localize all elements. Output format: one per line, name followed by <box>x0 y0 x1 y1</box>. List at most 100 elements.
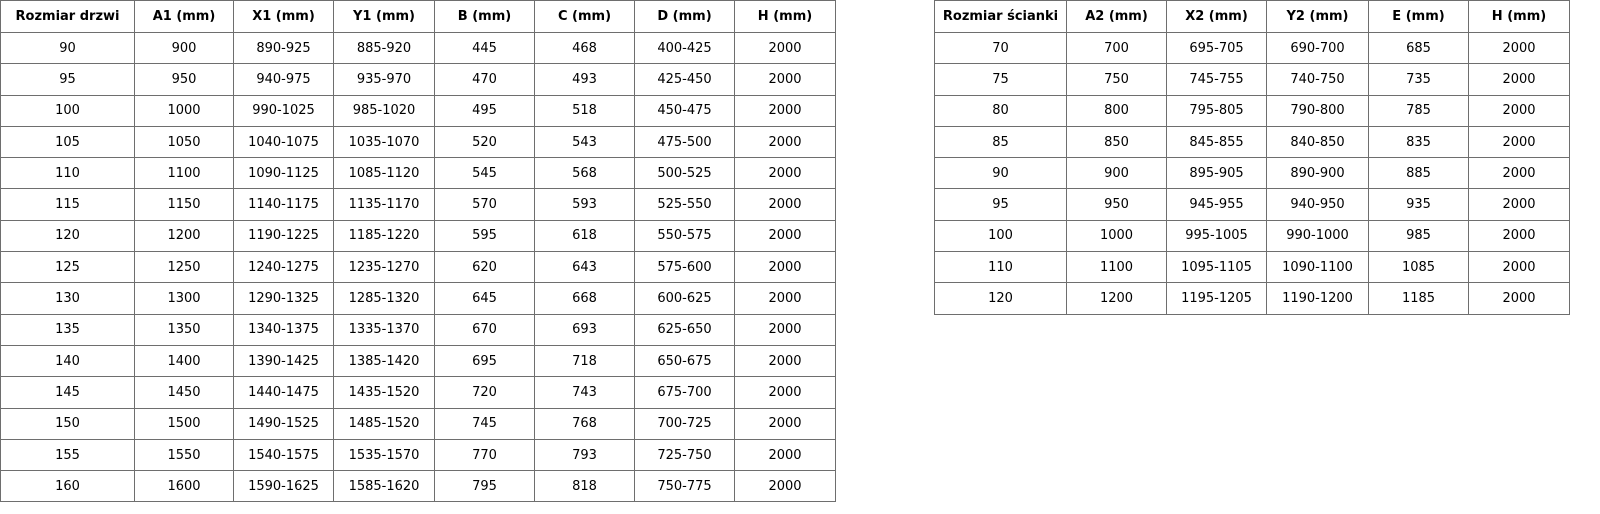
table-cell: 718 <box>534 344 635 378</box>
table-cell: 2000 <box>734 31 836 65</box>
table-cell: 90 <box>0 31 135 65</box>
table-cell: 75 <box>934 63 1067 96</box>
table-cell: 1095-1105 <box>1166 251 1267 284</box>
table-cell: 1200 <box>134 219 234 253</box>
table-cell: 1540-1575 <box>233 438 334 472</box>
table-cell: 500-525 <box>634 157 735 190</box>
table-cell: 693 <box>534 313 635 346</box>
table-cell: 2000 <box>734 63 836 96</box>
table-cell: 1335-1370 <box>333 313 435 346</box>
table-cell: 1100 <box>1066 251 1167 284</box>
table-cell: 425-450 <box>634 63 735 96</box>
table-cell: 1085 <box>1368 251 1469 284</box>
column-header: Y2 (mm) <box>1266 0 1369 33</box>
table-cell: 495 <box>434 94 535 127</box>
table-cell: 2000 <box>734 438 836 472</box>
table-cell: 895-905 <box>1166 157 1267 190</box>
table-cell: 105 <box>0 125 135 159</box>
table-cell: 2000 <box>734 313 836 346</box>
table-cell: 990-1025 <box>233 94 334 127</box>
table-cell: 1485-1520 <box>333 407 435 440</box>
table-cell: 1240-1275 <box>233 251 334 284</box>
table-cell: 2000 <box>734 376 836 409</box>
table-cell: 595 <box>434 219 535 253</box>
table-cell: 785 <box>1368 94 1469 127</box>
table-cell: 645 <box>434 282 535 315</box>
table-cell: 85 <box>934 125 1067 159</box>
table-cell: 2000 <box>1468 31 1570 65</box>
table-cell: 1300 <box>134 282 234 315</box>
table-cell: 745-755 <box>1166 63 1267 96</box>
table-cell: 840-850 <box>1266 125 1369 159</box>
table-cell: 818 <box>534 470 635 503</box>
table-cell: 695 <box>434 344 535 378</box>
table-cell: 1000 <box>1066 219 1167 253</box>
table-cell: 800 <box>1066 94 1167 127</box>
table-cell: 1100 <box>134 157 234 190</box>
table-cell: 543 <box>534 125 635 159</box>
table-cell: 685 <box>1368 31 1469 65</box>
table-cell: 1085-1120 <box>333 157 435 190</box>
table-cell: 1090-1100 <box>1266 251 1369 284</box>
table-cell: 700-725 <box>634 407 735 440</box>
table-row: 100 1000 990-1025 985-1020 495 518 450-475 2000 <box>0 94 836 127</box>
table-cell: 1000 <box>134 94 234 127</box>
table-row: 115 1150 1140-1175 1135-1170 570 593 525-550 20… <box>0 188 836 221</box>
table-cell: 120 <box>0 219 135 253</box>
table-row: 155 1550 1540-1575 1535-1570 770 793 725-750 20… <box>0 438 836 472</box>
table-cell: 120 <box>934 282 1067 315</box>
table-cell: 618 <box>534 219 635 253</box>
table-cell: 995-1005 <box>1166 219 1267 253</box>
table-cell: 845-855 <box>1166 125 1267 159</box>
table-cell: 745 <box>434 407 535 440</box>
table-cell: 100 <box>934 219 1067 253</box>
table-row: 110 1100 1095-1105 1090-1100 1085 2000 <box>934 251 1570 284</box>
table-cell: 400-425 <box>634 31 735 65</box>
table-row: 90 900 890-925 885-920 445 468 400-425 2000 <box>0 31 836 65</box>
table-cell: 1385-1420 <box>333 344 435 378</box>
table-row: 160 1600 1590-1625 1585-1620 795 818 750-775 20… <box>0 470 836 503</box>
table-cell: 670 <box>434 313 535 346</box>
table-cell: 2000 <box>1468 219 1570 253</box>
table-cell: 1050 <box>134 125 234 159</box>
table-row: 70 700 695-705 690-700 685 2000 <box>934 31 1570 65</box>
table-row: 80 800 795-805 790-800 785 2000 <box>934 94 1570 127</box>
table-cell: 720 <box>434 376 535 409</box>
table-cell: 155 <box>0 438 135 472</box>
table-cell: 570 <box>434 188 535 221</box>
table-cell: 95 <box>934 188 1067 221</box>
table-cell: 1590-1625 <box>233 470 334 503</box>
table-row: 85 850 845-855 840-850 835 2000 <box>934 125 1570 159</box>
table-cell: 1090-1125 <box>233 157 334 190</box>
table-cell: 1585-1620 <box>333 470 435 503</box>
table-cell: 940-975 <box>233 63 334 96</box>
table-cell: 935 <box>1368 188 1469 221</box>
table-row: 120 1200 1195-1205 1190-1200 1185 2000 <box>934 282 1570 315</box>
table-cell: 80 <box>934 94 1067 127</box>
column-header: X1 (mm) <box>233 0 334 33</box>
table-cell: 1185 <box>1368 282 1469 315</box>
table-cell: 1290-1325 <box>233 282 334 315</box>
table-cell: 1350 <box>134 313 234 346</box>
table-cell: 743 <box>534 376 635 409</box>
table-cell: 1200 <box>1066 282 1167 315</box>
table-cell: 140 <box>0 344 135 378</box>
table-cell: 740-750 <box>1266 63 1369 96</box>
table-cell: 1135-1170 <box>333 188 435 221</box>
table-cell: 668 <box>534 282 635 315</box>
table-cell: 1195-1205 <box>1166 282 1267 315</box>
table-cell: 2000 <box>734 188 836 221</box>
table-cell: 990-1000 <box>1266 219 1369 253</box>
table-cell: 1235-1270 <box>333 251 435 284</box>
table-cell: 1500 <box>134 407 234 440</box>
table-cell: 445 <box>434 31 535 65</box>
table-cell: 145 <box>0 376 135 409</box>
table-cell: 890-925 <box>233 31 334 65</box>
table-cell: 110 <box>934 251 1067 284</box>
table-cell: 600-625 <box>634 282 735 315</box>
table-cell: 650-675 <box>634 344 735 378</box>
table-cell: 2000 <box>734 251 836 284</box>
table-row: 95 950 940-975 935-970 470 493 425-450 2000 <box>0 63 836 96</box>
table-cell: 1400 <box>134 344 234 378</box>
table-cell: 575-600 <box>634 251 735 284</box>
